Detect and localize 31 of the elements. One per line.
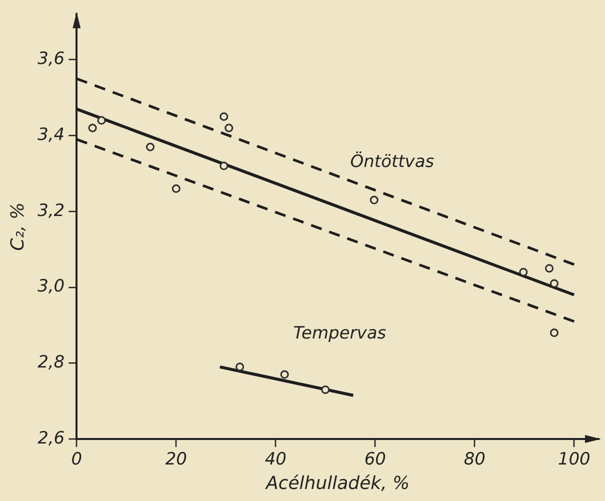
point [224,124,234,132]
point [321,385,330,394]
y-tick-label: 2,8 [38,352,65,373]
text: Tempervas [293,324,386,344]
x-axis-title: Acélhulladék, % [265,472,410,494]
point [519,268,528,276]
x-tick-label: 60 [364,450,386,470]
point [236,362,244,372]
y-tick-label: 3,6 [38,49,65,70]
y-tick-label: 3,4 [38,124,65,145]
point [146,142,155,152]
y-axis-title: C₂, % [7,202,28,251]
y-tick-label: 3,2 [38,200,65,221]
y-tick-label: 3,0 [38,276,65,297]
point [88,124,97,132]
text: Öntöttvas [350,151,434,172]
point [550,279,558,288]
point [550,328,558,338]
point [545,264,554,273]
x-tick-label: 80 [464,450,486,470]
point [172,184,180,193]
y-tick-label: 2,6 [38,428,65,448]
point [220,112,228,121]
point [220,162,228,170]
x-tick-label: 20 [165,450,187,470]
point [280,370,289,379]
point [370,196,378,204]
x-tick-label: 40 [264,450,286,470]
point [97,116,106,125]
x-tick-label: 0 [71,450,82,470]
x-tick-label: 100 [558,450,590,470]
